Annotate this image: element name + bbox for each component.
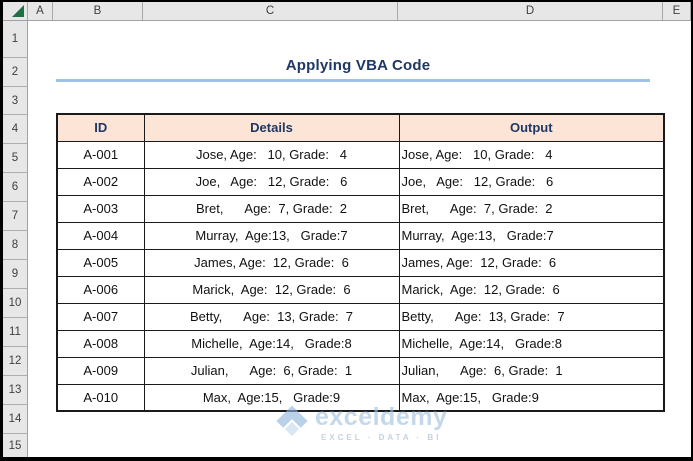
table-row: A-004 Murray, Age:13, Grade:7 Murray, Ag…	[56, 221, 665, 250]
row-header-14[interactable]: 14	[3, 405, 27, 434]
table-row: A-003 Bret, Age: 7, Grade: 2 Bret, Age: …	[56, 194, 665, 223]
worksheet-area: A B C D E 1 2 3 4 5 6 7 8 9 10 11 12 13	[3, 2, 691, 457]
sheet-title[interactable]: Applying VBA Code	[285, 57, 431, 74]
cell-id[interactable]: A-006	[56, 275, 145, 304]
table-row: A-002 Joe, Age: 12, Grade: 6 Joe, Age: 1…	[56, 167, 665, 196]
cell-details[interactable]: Jose, Age: 10, Grade: 4	[143, 140, 400, 169]
row-header-strip: 1 2 3 4 5 6 7 8 9 10 11 12 13 14 15	[3, 21, 28, 457]
cell-details[interactable]: James, Age: 12, Grade: 6	[143, 248, 400, 277]
table-row: A-005 James, Age: 12, Grade: 6 James, Ag…	[56, 248, 665, 277]
table-row: A-009 Julian, Age: 6, Grade: 1 Julian, A…	[56, 356, 665, 385]
cell-details[interactable]: Julian, Age: 6, Grade: 1	[143, 356, 400, 385]
row-header-13[interactable]: 13	[3, 376, 27, 405]
cell-id[interactable]: A-008	[56, 329, 145, 358]
row-header-6[interactable]: 6	[3, 173, 27, 202]
cell-id[interactable]: A-007	[56, 302, 145, 331]
cell-output[interactable]: Julian, Age: 6, Grade: 1	[398, 356, 665, 385]
row-header-9[interactable]: 9	[3, 260, 27, 289]
row-header-3[interactable]: 3	[3, 87, 27, 115]
row-header-5[interactable]: 5	[3, 144, 27, 173]
cell-details[interactable]: Betty, Age: 13, Grade: 7	[143, 302, 400, 331]
row-header-15[interactable]: 15	[3, 434, 27, 457]
cell-output[interactable]: Bret, Age: 7, Grade: 2	[398, 194, 665, 223]
cell-id[interactable]: A-001	[56, 140, 145, 169]
cell-output[interactable]: Marick, Age: 12, Grade: 6	[398, 275, 665, 304]
watermark-tagline: EXCEL · DATA · BI	[320, 433, 442, 442]
table-row: A-008 Michelle, Age:14, Grade:8 Michelle…	[56, 329, 665, 358]
column-header-a[interactable]: A	[28, 2, 53, 20]
cell-details[interactable]: Michelle, Age:14, Grade:8	[143, 329, 400, 358]
cell-output[interactable]: Murray, Age:13, Grade:7	[398, 221, 665, 250]
cell-details[interactable]: Joe, Age: 12, Grade: 6	[143, 167, 400, 196]
table-row: A-006 Marick, Age: 12, Grade: 6 Marick, …	[56, 275, 665, 304]
cell-id[interactable]: A-002	[56, 167, 145, 196]
table-row: A-010 Max, Age:15, Grade:9 Max, Age:15, …	[56, 383, 665, 412]
cell-output[interactable]: Betty, Age: 13, Grade: 7	[398, 302, 665, 331]
cell-id[interactable]: A-003	[56, 194, 145, 223]
row-header-4[interactable]: 4	[3, 115, 27, 144]
header-cell-details[interactable]: Details	[143, 113, 400, 142]
row-header-10[interactable]: 10	[3, 289, 27, 318]
cell-output[interactable]: Michelle, Age:14, Grade:8	[398, 329, 665, 358]
cell-details[interactable]: Murray, Age:13, Grade:7	[143, 221, 400, 250]
cell-details[interactable]: Bret, Age: 7, Grade: 2	[143, 194, 400, 223]
cell-output[interactable]: Joe, Age: 12, Grade: 6	[398, 167, 665, 196]
row-header-12[interactable]: 12	[3, 347, 27, 376]
column-header-c[interactable]: C	[143, 2, 398, 20]
row-header-7[interactable]: 7	[3, 202, 27, 231]
header-cell-id[interactable]: ID	[56, 113, 145, 142]
cell-details[interactable]: Marick, Age: 12, Grade: 6	[143, 275, 400, 304]
cell-output[interactable]: James, Age: 12, Grade: 6	[398, 248, 665, 277]
table-row: A-007 Betty, Age: 13, Grade: 7 Betty, Ag…	[56, 302, 665, 331]
select-all-corner[interactable]	[3, 2, 28, 20]
row-header-8[interactable]: 8	[3, 231, 27, 260]
row-header-1[interactable]: 1	[3, 21, 27, 58]
cell-id[interactable]: A-005	[56, 248, 145, 277]
column-header-b[interactable]: B	[53, 2, 143, 20]
table-header-row: ID Details Output	[56, 113, 665, 142]
row-header-11[interactable]: 11	[3, 318, 27, 347]
sheet-canvas[interactable]: Applying VBA Code ID Details Output A-00…	[28, 21, 691, 457]
column-header-e[interactable]: E	[663, 2, 691, 20]
header-cell-output[interactable]: Output	[398, 113, 665, 142]
row-header-2[interactable]: 2	[3, 58, 27, 87]
cell-details[interactable]: Max, Age:15, Grade:9	[143, 383, 400, 412]
cell-output[interactable]: Max, Age:15, Grade:9	[398, 383, 665, 412]
select-all-triangle-icon	[12, 5, 24, 17]
title-underline	[56, 79, 650, 82]
table-row: A-001 Jose, Age: 10, Grade: 4 Jose, Age:…	[56, 140, 665, 169]
cell-output[interactable]: Jose, Age: 10, Grade: 4	[398, 140, 665, 169]
cell-id[interactable]: A-004	[56, 221, 145, 250]
column-header-d[interactable]: D	[398, 2, 663, 20]
data-table: ID Details Output A-001 Jose, Age: 10, G…	[56, 113, 665, 412]
cell-id[interactable]: A-010	[56, 383, 145, 412]
column-header-strip: A B C D E	[3, 2, 691, 21]
cell-id[interactable]: A-009	[56, 356, 145, 385]
